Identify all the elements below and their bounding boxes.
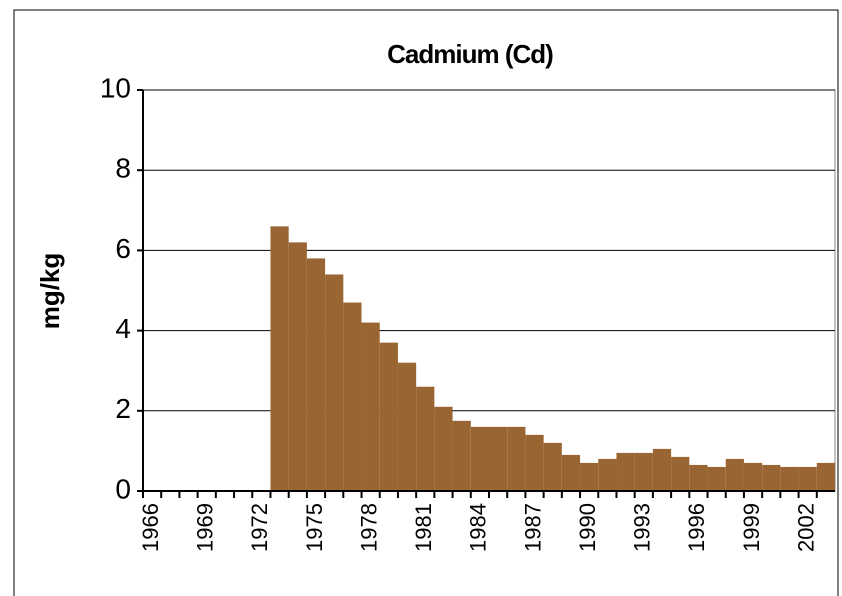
- x-tick-label: 1987: [520, 503, 545, 552]
- x-tick-label: 1972: [247, 503, 272, 552]
- bar: [452, 420, 471, 491]
- bar: [361, 322, 380, 491]
- bar: [780, 466, 799, 491]
- chart-title: Cadmium (Cd): [387, 39, 553, 69]
- bar: [598, 458, 617, 491]
- x-tick-label: 1990: [575, 503, 600, 552]
- x-tick-label: 1969: [193, 503, 218, 552]
- bar: [816, 462, 835, 491]
- x-tick-label: 1975: [302, 503, 327, 552]
- bar: [507, 426, 526, 491]
- bar: [671, 456, 690, 491]
- y-axis-label: mg/kg: [35, 253, 65, 330]
- bar: [798, 466, 817, 491]
- bar: [543, 442, 562, 491]
- x-tick-label: 1984: [466, 503, 491, 552]
- bar: [397, 362, 417, 491]
- bar: [743, 462, 763, 491]
- y-tick-label: 6: [115, 233, 131, 264]
- bar: [379, 342, 398, 491]
- bar: [707, 466, 726, 491]
- bar: [288, 242, 307, 491]
- bar: [762, 464, 781, 491]
- bar: [652, 448, 672, 491]
- bar: [634, 452, 653, 491]
- bar: [325, 274, 344, 491]
- bar: [561, 454, 581, 491]
- bar: [525, 434, 544, 491]
- x-tick-label: 1966: [138, 503, 163, 552]
- x-tick-label: 1978: [356, 503, 381, 552]
- y-tick-label: 10: [100, 72, 131, 103]
- bar: [580, 462, 599, 491]
- x-tick-label: 1993: [630, 503, 655, 552]
- bar: [343, 302, 362, 491]
- chart-frame: [13, 9, 839, 596]
- x-tick-label: 2002: [793, 503, 818, 552]
- bar: [470, 426, 489, 491]
- bar: [270, 226, 289, 491]
- x-tick-label: 1996: [684, 503, 709, 552]
- bar: [434, 406, 453, 491]
- x-tick-label: 1999: [739, 503, 764, 552]
- y-tick-label: 4: [115, 313, 131, 344]
- bar: [416, 386, 435, 491]
- y-tick-label: 2: [115, 393, 131, 424]
- y-tick-label: 0: [115, 473, 131, 504]
- bar: [489, 426, 508, 491]
- bar: [725, 458, 744, 491]
- bar: [616, 452, 635, 491]
- y-tick-label: 8: [115, 153, 131, 184]
- x-tick-label: 1981: [411, 503, 436, 552]
- bar: [306, 258, 326, 491]
- bar: [689, 464, 708, 491]
